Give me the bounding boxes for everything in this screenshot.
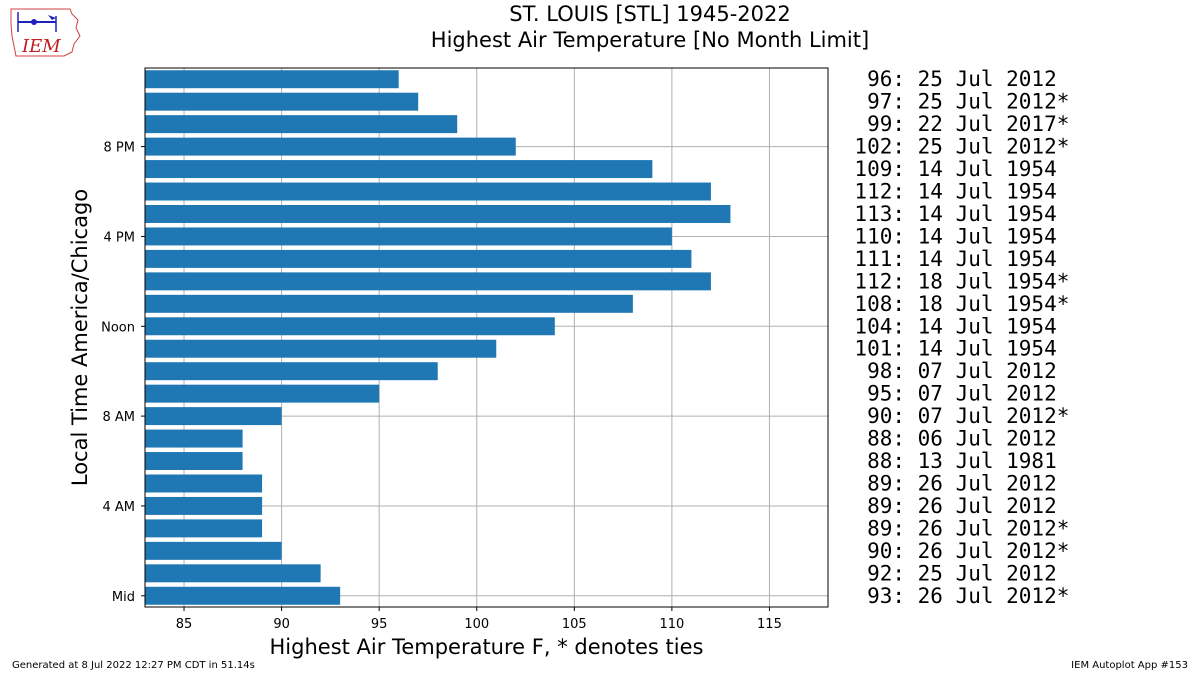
annotation-hour-0: 93: 26 Jul 2012* bbox=[867, 584, 1069, 608]
bar-hour-16 bbox=[145, 227, 672, 246]
y-axis-label: Local Time America/Chicago bbox=[68, 189, 92, 486]
x-tick-label: 90 bbox=[273, 617, 290, 632]
bar-hour-15 bbox=[145, 249, 692, 268]
annotation-hour-4: 89: 26 Jul 2012 bbox=[867, 494, 1057, 518]
bar-hour-3 bbox=[145, 519, 263, 538]
annotation-hour-15: 111: 14 Jul 1954 bbox=[854, 247, 1056, 271]
annotation-hour-2: 90: 26 Jul 2012* bbox=[867, 539, 1069, 563]
x-tick-label: 105 bbox=[562, 617, 587, 632]
x-tick-label: 115 bbox=[757, 617, 782, 632]
annotation-hour-9: 95: 07 Jul 2012 bbox=[867, 382, 1057, 406]
annotation-hour-20: 102: 25 Jul 2012* bbox=[854, 135, 1069, 159]
footer-generated: Generated at 8 Jul 2022 12:27 PM CDT in … bbox=[12, 660, 255, 671]
bar-hour-23 bbox=[145, 70, 399, 89]
bar-hour-18 bbox=[145, 182, 711, 201]
x-tick-label: 100 bbox=[464, 617, 489, 632]
annotation-hour-23: 96: 25 Jul 2012 bbox=[867, 67, 1057, 91]
annotation-hour-19: 109: 14 Jul 1954 bbox=[854, 157, 1056, 181]
annotation-hour-7: 88: 06 Jul 2012 bbox=[867, 427, 1057, 451]
annotation-hour-6: 88: 13 Jul 1981 bbox=[867, 449, 1057, 473]
y-tick-label: Noon bbox=[101, 320, 135, 335]
chart-subtitle: Highest Air Temperature [No Month Limit] bbox=[430, 28, 870, 52]
bar-hour-14 bbox=[145, 272, 711, 291]
annotation-hour-1: 92: 25 Jul 2012 bbox=[867, 561, 1057, 585]
bar-hour-1 bbox=[145, 564, 321, 583]
bar-hour-2 bbox=[145, 541, 282, 560]
bar-hour-7 bbox=[145, 429, 243, 448]
bar-hour-19 bbox=[145, 160, 653, 179]
y-tick-label: 4 AM bbox=[102, 500, 135, 515]
bar-hour-9 bbox=[145, 384, 380, 403]
annotation-hour-16: 110: 14 Jul 1954 bbox=[854, 224, 1056, 248]
bar-hour-13 bbox=[145, 294, 633, 313]
y-axis-ticks: Mid 4 AM 8 AM Noon 4 PM 8 PM bbox=[101, 141, 145, 605]
bar-hour-21 bbox=[145, 115, 458, 134]
x-axis-ticks: 85 90 95 100 105 110 115 bbox=[176, 607, 782, 632]
annotation-hour-3: 89: 26 Jul 2012* bbox=[867, 516, 1069, 540]
x-tick-label: 110 bbox=[659, 617, 684, 632]
bar-hour-10 bbox=[145, 362, 438, 381]
bar-hour-4 bbox=[145, 496, 263, 515]
x-tick-label: 95 bbox=[371, 617, 388, 632]
bar-hour-22 bbox=[145, 92, 419, 111]
iem-logo: IEM bbox=[10, 8, 81, 57]
chart-title: ST. LOUIS [STL] 1945-2022 bbox=[509, 2, 791, 26]
bar-hour-12 bbox=[145, 317, 555, 336]
annotation-hour-22: 97: 25 Jul 2012* bbox=[867, 90, 1069, 114]
bar-hour-0 bbox=[145, 586, 341, 605]
bar-hour-20 bbox=[145, 137, 516, 156]
x-tick-label: 85 bbox=[176, 617, 193, 632]
annotation-hour-5: 89: 26 Jul 2012 bbox=[867, 471, 1057, 495]
annotation-hour-21: 99: 22 Jul 2017* bbox=[867, 112, 1069, 136]
x-axis-label: Highest Air Temperature F, * denotes tie… bbox=[270, 635, 704, 659]
annotation-hour-14: 112: 18 Jul 1954* bbox=[854, 269, 1069, 293]
bar-hour-11 bbox=[145, 339, 497, 358]
annotation-hour-12: 104: 14 Jul 1954 bbox=[854, 314, 1056, 338]
annotation-hour-8: 90: 07 Jul 2012* bbox=[867, 404, 1069, 428]
annotation-hour-13: 108: 18 Jul 1954* bbox=[854, 292, 1069, 316]
bar-hour-6 bbox=[145, 452, 243, 471]
bar-hour-17 bbox=[145, 204, 731, 223]
annotation-hour-17: 113: 14 Jul 1954 bbox=[854, 202, 1056, 226]
y-tick-label: 4 PM bbox=[104, 230, 135, 245]
bar-hour-5 bbox=[145, 474, 263, 493]
annotation-hour-18: 112: 14 Jul 1954 bbox=[854, 180, 1056, 204]
logo-text: IEM bbox=[21, 36, 61, 57]
annotation-hour-10: 98: 07 Jul 2012 bbox=[867, 359, 1057, 383]
footer-app: IEM Autoplot App #153 bbox=[1071, 660, 1188, 671]
bars bbox=[145, 70, 731, 605]
y-tick-label: 8 PM bbox=[104, 141, 135, 156]
y-tick-label: 8 AM bbox=[102, 410, 135, 425]
bar-hour-8 bbox=[145, 407, 282, 426]
annotation-hour-11: 101: 14 Jul 1954 bbox=[854, 337, 1056, 361]
y-tick-label: Mid bbox=[112, 590, 135, 605]
plot-frame bbox=[144, 67, 829, 608]
